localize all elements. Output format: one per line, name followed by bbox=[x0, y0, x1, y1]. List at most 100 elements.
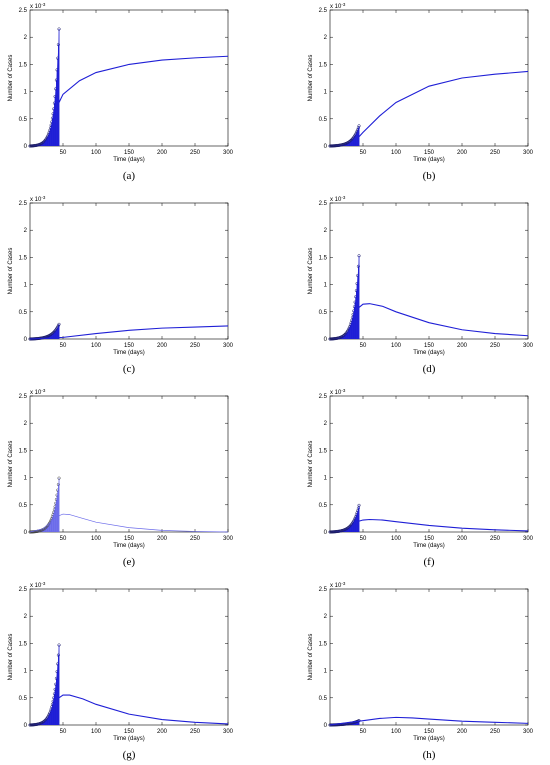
plot-frame bbox=[329, 588, 529, 726]
x-tick-label: 100 bbox=[91, 536, 102, 542]
y-exponent-value: -3 bbox=[341, 388, 345, 393]
y-exponent-value: -3 bbox=[41, 195, 45, 200]
y-tick-label: 0.5 bbox=[19, 503, 28, 509]
x-axis-label: Time (days) bbox=[413, 350, 444, 356]
model-line bbox=[58, 694, 229, 725]
observed-series bbox=[28, 27, 61, 148]
observed-point bbox=[357, 124, 361, 128]
observed-point bbox=[56, 482, 60, 487]
x-tick-label: 100 bbox=[391, 536, 402, 542]
x-axis-label: Time (days) bbox=[413, 543, 444, 549]
observed-point bbox=[357, 503, 361, 507]
x-axis-label: Time (days) bbox=[413, 736, 444, 742]
plot-frame bbox=[29, 395, 229, 533]
y-tick-label: 1.5 bbox=[319, 255, 328, 261]
x-tick-label: 100 bbox=[91, 150, 102, 156]
x-tick-label: 250 bbox=[190, 536, 201, 542]
x-tick-label: 50 bbox=[360, 729, 367, 735]
model-line bbox=[358, 518, 529, 532]
x-tick-label: 250 bbox=[190, 150, 201, 156]
y-axis-label: Number of Cases bbox=[308, 634, 314, 681]
observed-point bbox=[356, 506, 360, 510]
x-tick-label: 100 bbox=[91, 343, 102, 349]
y-tick-label: 0.5 bbox=[319, 696, 328, 702]
x-tick-label: 100 bbox=[91, 729, 102, 735]
observed-series bbox=[328, 503, 361, 534]
x-tick-label: 50 bbox=[60, 536, 67, 542]
y-exponent-value: -3 bbox=[341, 2, 345, 7]
panel-label: (g) bbox=[123, 749, 136, 761]
x-tick-label: 300 bbox=[523, 343, 534, 349]
panel-a: 0 0.5 1 1.5 2 2.5 50 100 150 200 250 300 x 10-3 Time … bbox=[8, 2, 234, 182]
x-tick-label: 300 bbox=[523, 150, 534, 156]
observed-series bbox=[28, 476, 61, 534]
model-line bbox=[358, 303, 529, 337]
x-axis-label: Time (days) bbox=[413, 157, 444, 163]
x-tick-label: 200 bbox=[457, 343, 468, 349]
panel-d: 0 0.5 1 1.5 2 2.5 50 100 150 200 250 300 x 10-3 Time … bbox=[308, 195, 534, 375]
observed-series bbox=[28, 643, 61, 727]
y-exponent-label: x 10-3 bbox=[330, 2, 346, 10]
y-tick-label: 0.5 bbox=[319, 117, 328, 123]
x-tick-label: 100 bbox=[391, 343, 402, 349]
x-tick-label: 200 bbox=[157, 150, 168, 156]
y-tick-label: 0.5 bbox=[19, 117, 28, 123]
y-tick-label: 2 bbox=[324, 421, 328, 427]
model-line bbox=[329, 716, 529, 726]
y-tick-label: 0 bbox=[24, 723, 28, 729]
x-tick-label: 150 bbox=[424, 729, 435, 735]
y-tick-label: 0 bbox=[324, 530, 328, 536]
y-tick-label: 1.5 bbox=[19, 62, 28, 68]
model-line bbox=[29, 325, 229, 340]
x-tick-label: 200 bbox=[457, 729, 468, 735]
y-tick-label: 1 bbox=[24, 669, 28, 675]
y-tick-label: 2.5 bbox=[319, 587, 328, 593]
x-tick-label: 50 bbox=[360, 343, 367, 349]
x-tick-label: 300 bbox=[223, 150, 234, 156]
y-tick-label: 1.5 bbox=[319, 641, 328, 647]
plot-frame bbox=[329, 395, 529, 533]
x-axis-label: Time (days) bbox=[113, 157, 144, 163]
y-exponent-label: x 10-3 bbox=[330, 195, 346, 203]
x-tick-label: 250 bbox=[490, 729, 501, 735]
y-exponent-value: -3 bbox=[341, 195, 345, 200]
y-tick-label: 2 bbox=[324, 35, 328, 41]
observed-point bbox=[356, 264, 360, 268]
x-tick-label: 300 bbox=[523, 729, 534, 735]
y-tick-label: 1 bbox=[324, 283, 328, 289]
x-axis-label: Time (days) bbox=[113, 350, 144, 356]
x-tick-label: 50 bbox=[60, 729, 67, 735]
x-tick-label: 100 bbox=[391, 729, 402, 735]
y-tick-label: 0.5 bbox=[319, 310, 328, 316]
observed-point bbox=[57, 322, 61, 326]
panel-g: 0 0.5 1 1.5 2 2.5 50 100 150 200 250 300 x 10-3 Time … bbox=[8, 581, 234, 761]
y-tick-label: 2.5 bbox=[319, 201, 328, 207]
y-exponent-label: x 10-3 bbox=[330, 388, 346, 396]
model-line bbox=[358, 70, 529, 138]
observed-point bbox=[56, 43, 60, 47]
model-line bbox=[58, 55, 229, 103]
plot-frame bbox=[29, 202, 229, 340]
y-tick-label: 2.5 bbox=[319, 8, 328, 14]
y-exponent-label: x 10-3 bbox=[330, 581, 346, 589]
y-tick-label: 2 bbox=[24, 614, 28, 620]
y-tick-label: 1 bbox=[324, 669, 328, 675]
y-tick-label: 1.5 bbox=[19, 255, 28, 261]
x-tick-label: 150 bbox=[424, 343, 435, 349]
x-tick-label: 150 bbox=[424, 150, 435, 156]
panel-e: 0 0.5 1 1.5 2 2.5 50 100 150 200 250 300 x 10-3 Time … bbox=[8, 388, 234, 568]
y-tick-label: 0 bbox=[24, 144, 28, 150]
x-tick-label: 250 bbox=[490, 343, 501, 349]
x-tick-label: 300 bbox=[523, 536, 534, 542]
panel-label: (f) bbox=[424, 556, 435, 568]
y-exponent-value: -3 bbox=[41, 581, 45, 586]
panel-label: (e) bbox=[123, 556, 136, 568]
x-axis-label: Time (days) bbox=[113, 543, 144, 549]
y-tick-label: 1 bbox=[324, 476, 328, 482]
panel-b: 0 0.5 1 1.5 2 2.5 50 100 150 200 250 300 x 10-3 Time … bbox=[308, 2, 534, 182]
y-tick-label: 0.5 bbox=[319, 503, 328, 509]
y-tick-label: 2 bbox=[24, 421, 28, 427]
y-tick-label: 1.5 bbox=[19, 641, 28, 647]
x-tick-label: 250 bbox=[190, 343, 201, 349]
y-exponent-value: -3 bbox=[41, 388, 45, 393]
